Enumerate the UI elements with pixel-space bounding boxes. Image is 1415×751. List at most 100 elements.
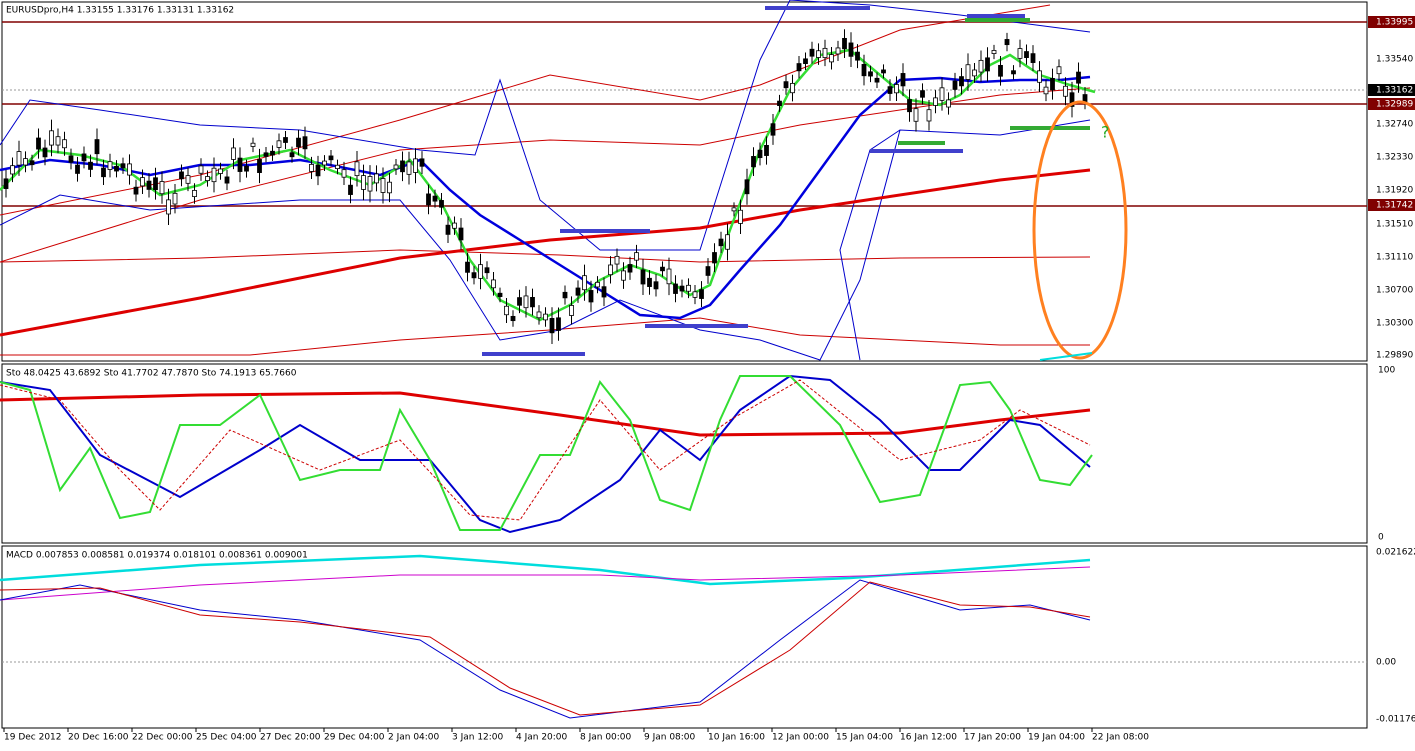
- candle-body: [920, 90, 925, 98]
- candle-body: [114, 165, 119, 172]
- candle-body: [289, 152, 295, 158]
- candle-body: [29, 160, 35, 166]
- candle-body: [712, 252, 717, 264]
- main-panel: [1, 1, 1368, 362]
- candle-body: [608, 264, 613, 276]
- candle-body: [296, 137, 301, 148]
- candle-body: [861, 64, 867, 77]
- candle-body: [530, 296, 535, 308]
- candle-body: [81, 153, 87, 162]
- candle-body: [1037, 70, 1042, 83]
- candle-body: [75, 164, 80, 174]
- candle-body: [283, 137, 288, 143]
- stoch-signal: [0, 379, 1091, 521]
- candle-body: [250, 142, 256, 147]
- candle-body: [224, 176, 230, 184]
- candle-body: [315, 164, 321, 177]
- candle-body: [16, 151, 22, 166]
- price-axis-label: 1.31110: [1376, 253, 1413, 263]
- candle-body: [1004, 39, 1010, 46]
- price-axis-label: 1.32330: [1376, 153, 1413, 163]
- candle-body: [543, 313, 548, 321]
- candle-body: [1069, 92, 1075, 107]
- plots: [0, 0, 1367, 719]
- candle-body: [55, 136, 61, 146]
- time-axis-label: 16 Jan 12:00: [900, 733, 957, 743]
- candle-body: [627, 264, 633, 273]
- candle-body: [510, 315, 516, 322]
- time-axis-label: 22 Jan 08:00: [1092, 733, 1149, 743]
- candle-body: [536, 311, 542, 319]
- candle-body: [42, 147, 48, 158]
- candle-body: [900, 73, 906, 87]
- candle-body: [237, 157, 243, 172]
- candle-body: [1076, 71, 1081, 84]
- candle-body: [972, 69, 977, 77]
- candle-body: [985, 57, 990, 72]
- candle-body: [699, 289, 704, 299]
- candle-body: [946, 99, 951, 108]
- candle-body: [1030, 53, 1036, 63]
- candle-body: [725, 234, 730, 250]
- candle-body: [790, 82, 795, 94]
- candle-body: [68, 155, 74, 163]
- candle-body: [426, 193, 431, 206]
- candle-body: [1017, 48, 1023, 59]
- price-axis-label: 1.30700: [1376, 286, 1413, 296]
- time-axis-label: 27 Dec 20:00: [260, 733, 321, 743]
- ma-blue: [0, 75, 1091, 320]
- candle-body: [588, 290, 594, 303]
- lower-band-red: [0, 317, 1090, 356]
- candle-body: [1011, 70, 1016, 75]
- price-label-box: [1368, 16, 1415, 28]
- candle-body: [653, 281, 659, 290]
- price-axis-label: 1.33540: [1376, 55, 1413, 65]
- price-axis-label: 1.29890: [1376, 351, 1413, 361]
- candle-body: [601, 286, 607, 298]
- candle-body: [835, 47, 841, 55]
- candle-body: [822, 47, 828, 58]
- candle-body: [777, 100, 782, 106]
- time-axis-label: 4 Jan 20:00: [516, 733, 568, 743]
- price-axis-label: 1.33162: [1376, 86, 1413, 96]
- candle-body: [322, 160, 327, 166]
- candle-body: [933, 97, 938, 106]
- candle-body: [263, 152, 269, 157]
- macd-magenta: [0, 566, 1091, 601]
- candle-body: [185, 175, 191, 184]
- upper-band-blue: [0, 0, 1091, 251]
- candle-body: [549, 318, 555, 334]
- candle-body: [211, 167, 217, 183]
- candle-body: [205, 176, 210, 181]
- candle-body: [491, 279, 496, 289]
- candle-body: [244, 165, 249, 172]
- candle-body: [36, 137, 41, 150]
- candle-body: [517, 297, 522, 306]
- macd-axis-label: -0.011769: [1376, 715, 1415, 725]
- candle-body: [192, 189, 197, 197]
- candle-body: [595, 281, 600, 288]
- stoch-blue: [0, 374, 1091, 534]
- candle-body: [504, 305, 509, 316]
- candle-body: [887, 86, 893, 94]
- candle-body: [640, 269, 646, 285]
- candle-body: [328, 155, 334, 161]
- stoch-green: [0, 375, 1093, 531]
- time-axis-label: 15 Jan 04:00: [836, 733, 893, 743]
- candle-body: [848, 42, 854, 57]
- symbol-header: EURUSDpro,H4 1.33155 1.33176 1.33131 1.3…: [6, 6, 234, 16]
- candle-body: [569, 305, 574, 316]
- candle-body: [94, 139, 100, 155]
- candle-body: [939, 87, 945, 101]
- candle-body: [1024, 51, 1029, 58]
- price-axis-label: 1.32989: [1376, 100, 1413, 110]
- candle-body: [445, 224, 451, 235]
- price-axis-label: 1.33995: [1376, 18, 1413, 28]
- upper-band-red: [0, 87, 1091, 263]
- candle-body: [647, 277, 652, 287]
- price-axis-label: 1.31920: [1376, 186, 1413, 196]
- candle-body: [1050, 78, 1055, 91]
- mid-band-red: [0, 249, 1091, 263]
- candle-body: [133, 186, 139, 195]
- candle-body: [341, 169, 347, 178]
